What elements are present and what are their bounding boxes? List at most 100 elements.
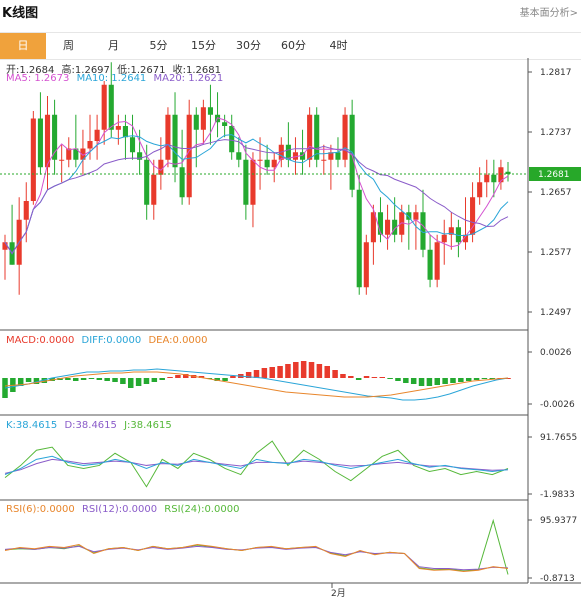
- candle-body: [44, 114, 51, 168]
- candle-body: [37, 118, 43, 168]
- rsi-tick-label: -0.8713: [540, 574, 575, 584]
- candle-body: [470, 197, 476, 235]
- candle-body: [462, 234, 469, 243]
- macd-bar: [348, 376, 354, 378]
- macd-bar: [300, 361, 307, 378]
- j-line: [4, 440, 509, 488]
- candle-body: [420, 212, 426, 250]
- macd-bar: [293, 362, 299, 378]
- candle-body: [406, 212, 412, 220]
- tab-week[interactable]: 周: [63, 39, 74, 52]
- macd-bar: [175, 375, 181, 378]
- macd-bar: [332, 370, 338, 378]
- candle-body: [243, 159, 249, 205]
- tab-5min[interactable]: 5分: [149, 39, 168, 52]
- macd-bar: [245, 372, 252, 378]
- open-value: 开:1.2684: [6, 65, 55, 76]
- candle-body: [448, 227, 454, 235]
- candle-body: [441, 234, 447, 243]
- last-price-marker: [529, 167, 581, 181]
- tab-4h[interactable]: 4时: [329, 39, 348, 52]
- candle-body: [321, 159, 327, 161]
- candle-body: [137, 152, 143, 160]
- macd-bar: [41, 378, 48, 383]
- candle-body: [484, 174, 490, 183]
- price-legend-row2: MA5: 1.2673 MA10: 1.2641 MA20: 1.2621: [6, 73, 227, 84]
- ma5-value: MA5: 1.2673: [6, 73, 70, 84]
- rsi6-value: RSI(6):0.0000: [6, 504, 75, 515]
- macd-bar: [489, 378, 496, 379]
- macd-bar: [120, 378, 126, 384]
- candle-body: [434, 242, 440, 280]
- tab-day[interactable]: 日: [0, 33, 46, 59]
- kdj-tick-label: 91.7655: [540, 433, 577, 443]
- candle-body: [207, 107, 214, 115]
- candle-body: [222, 122, 228, 126]
- price-tick-label: 1.2817: [540, 68, 572, 78]
- candle-body: [101, 84, 107, 130]
- candle-body: [314, 114, 320, 160]
- diff-line: [4, 368, 509, 401]
- ma5-line: [4, 117, 509, 255]
- fundamental-analysis-link[interactable]: 基本面分析>: [519, 8, 578, 19]
- candle-body: [158, 159, 164, 175]
- candle-body: [2, 242, 8, 250]
- candle-body: [264, 159, 270, 168]
- macd-bar: [379, 377, 386, 378]
- rsi6-line: [4, 543, 509, 572]
- candle-body: [179, 167, 185, 198]
- macd-bar: [96, 378, 103, 380]
- candle-body: [370, 212, 376, 243]
- tab-15min[interactable]: 15分: [191, 39, 216, 52]
- macd-bar: [33, 378, 40, 384]
- candle-body: [271, 159, 277, 168]
- macd-tick-label: -0.0026: [540, 400, 575, 410]
- candle-body: [172, 114, 178, 168]
- macd-bar: [65, 378, 71, 380]
- candle-body: [80, 148, 86, 160]
- candle-body: [129, 137, 136, 153]
- candle-body: [59, 159, 65, 161]
- price-tick-label: 1.2497: [540, 308, 572, 318]
- k-value: K:38.4615: [6, 420, 58, 431]
- macd-bar: [277, 366, 283, 378]
- macd-bar: [167, 377, 173, 378]
- candle-body: [151, 174, 157, 205]
- macd-bar: [17, 378, 24, 386]
- macd-bar: [481, 378, 488, 379]
- candle-body: [505, 171, 511, 174]
- candle-body: [335, 152, 341, 160]
- rsi12-value: RSI(12):0.0000: [81, 504, 158, 515]
- candle-body: [23, 201, 29, 220]
- kdj-tick-label: -1.9833: [540, 490, 575, 500]
- macd-bar: [253, 370, 260, 378]
- candle-body: [200, 107, 206, 130]
- tab-30min[interactable]: 30分: [236, 39, 261, 52]
- candle-body: [108, 84, 114, 130]
- macd-bar: [450, 378, 456, 383]
- candle-body: [427, 249, 433, 280]
- candle-body: [498, 167, 504, 183]
- macd-bar: [143, 378, 150, 384]
- macd-bar: [72, 378, 79, 381]
- diff-value: DIFF:0.0000: [81, 335, 142, 346]
- candle-body: [413, 212, 419, 220]
- macd-bar: [198, 376, 205, 378]
- tab-month[interactable]: 月: [108, 39, 119, 52]
- macd-bar: [269, 367, 275, 378]
- candle-body: [30, 118, 36, 201]
- tab-60min[interactable]: 60分: [281, 39, 306, 52]
- d-value: D:38.4615: [64, 420, 117, 431]
- candle-body: [87, 141, 93, 149]
- macd-bar: [135, 378, 142, 386]
- candle-body: [342, 114, 348, 160]
- macd-bar: [371, 377, 378, 378]
- candle-body: [94, 129, 100, 141]
- last-price-label: 1.2681: [538, 170, 570, 180]
- macd-bar: [88, 378, 95, 379]
- candle-body: [144, 159, 150, 205]
- ma20-line: [4, 139, 509, 255]
- period-tabs: 日 周 月 5分 15分 30分 60分 4时: [0, 32, 581, 60]
- k-line: [4, 455, 509, 476]
